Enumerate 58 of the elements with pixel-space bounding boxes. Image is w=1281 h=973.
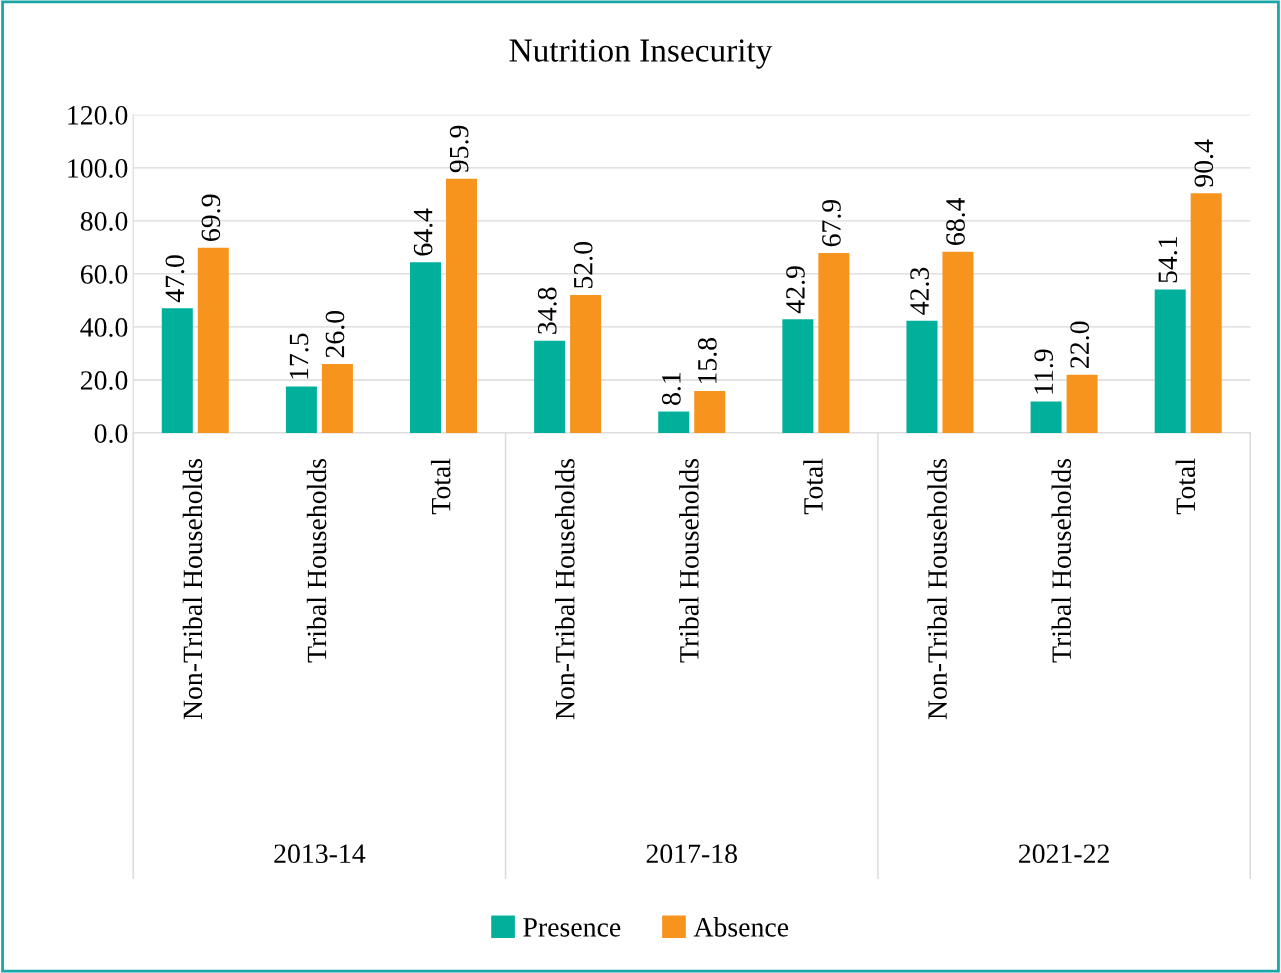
text: 2021-22 [1019,844,1109,864]
data-label: 26.0 [325,310,345,358]
legend-label: Presence [523,918,621,937]
x-tick-label: Total [1175,458,1196,515]
data-label: 42.9 [786,266,805,314]
bar [1030,401,1062,433]
bar [197,247,229,433]
bar [658,411,690,433]
x-tick-label: Tribal Households [1051,458,1072,663]
data-label: 15.8 [697,337,717,384]
data-label: 95.9 [449,125,469,173]
x-tick-label: Non-Tribal Households [182,458,203,720]
bar [410,262,442,433]
data-label: 64.4 [413,208,433,256]
bar [321,364,353,433]
bar [285,386,317,433]
y-tick-label: 60.0 [80,265,128,284]
data-label: 67.9 [822,199,841,247]
bar [1154,289,1186,433]
x-tick-label: Tribal Households [679,458,699,663]
data-label: 17.5 [289,333,309,379]
bar [1190,193,1222,433]
data-label: 90.4 [1194,139,1214,187]
x-tick-label: Tribal Households [306,458,327,663]
bar [942,251,974,433]
text: 2013-14 [274,844,366,864]
bar [445,178,478,433]
x-tick-label: Total [803,458,823,515]
y-tick-label: 120.0 [68,105,128,125]
legend-label: Absence [693,917,789,937]
bar [161,308,193,433]
bar [570,295,602,433]
y-tick-label: 0.0 [94,424,128,444]
x-tick-label: Non-Tribal Households [927,458,947,720]
data-label: 52.0 [573,242,593,288]
data-label: 11.9 [1034,349,1054,394]
chart-title: Nutrition Insecurity [509,39,773,69]
x-tick-label: Total [430,458,451,515]
y-tick-label: 40.0 [80,318,128,337]
data-label: 22.0 [1070,321,1090,368]
bar [1066,374,1098,433]
y-tick-label: 20.0 [80,371,128,390]
data-label: 34.8 [537,287,557,334]
bar [782,319,814,433]
data-label: 69.9 [201,194,221,241]
data-label: 54.1 [1158,237,1178,283]
y-tick-label: 80.0 [80,212,128,231]
text: 2017-18 [646,844,737,864]
x-tick-label: Non-Tribal Households [555,458,575,720]
data-label: 47.0 [165,255,185,303]
data-label: 8.1 [661,372,681,405]
bar [818,252,850,433]
bar [906,320,938,433]
bar [694,391,726,433]
y-tick-label: 100.0 [68,159,128,178]
bar [534,340,566,433]
data-label: 42.3 [910,267,930,315]
data-label: 68.4 [946,197,966,245]
